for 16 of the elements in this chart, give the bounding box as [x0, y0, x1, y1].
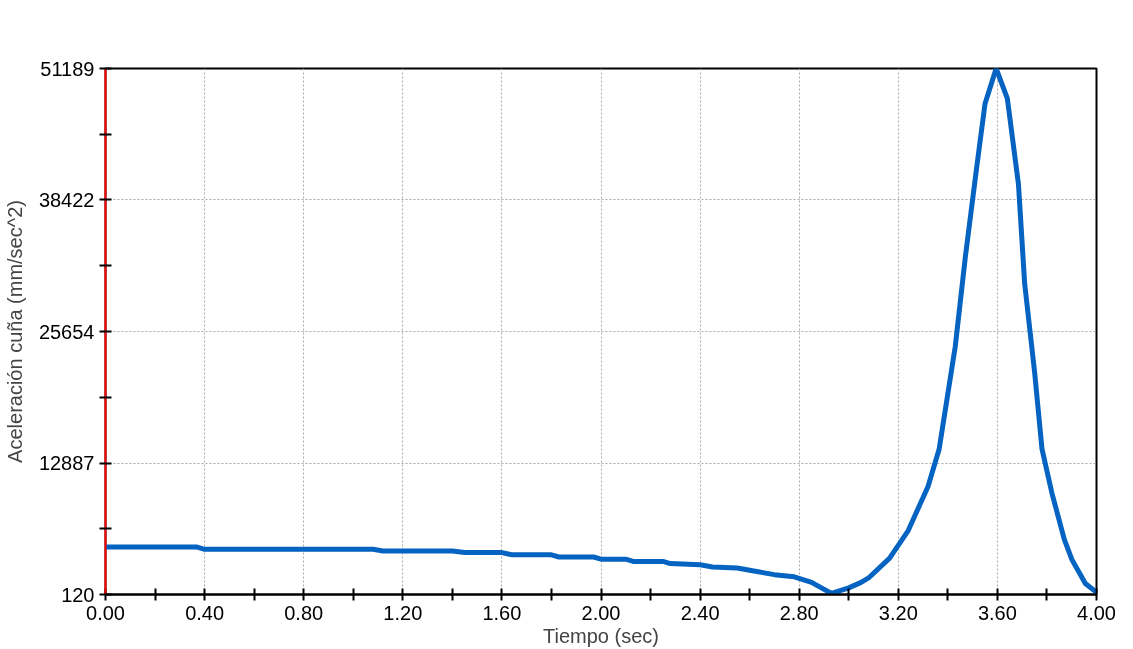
x-axis-title: Tiempo (sec): [543, 624, 659, 647]
x-tick-label: 1.60: [482, 601, 522, 624]
y-tick-label: 12887: [38, 452, 95, 474]
x-tick-label: 0.40: [185, 601, 225, 624]
x-tick-label: 2.80: [779, 601, 819, 624]
x-tick-label: 3.20: [878, 601, 918, 624]
y-axis-title: Aceleración cuña (mm/sec^2): [3, 200, 26, 463]
y-tick-label: 25654: [38, 320, 95, 343]
x-tick-label: 4.00: [1077, 601, 1116, 624]
x-tick-label: 2.00: [581, 601, 621, 624]
y-tick-label: 38422: [38, 189, 95, 211]
y-tick-label: 51189: [40, 57, 95, 80]
x-tick-label: 2.40: [680, 601, 720, 624]
x-tick-label: 0.80: [284, 601, 324, 624]
x-tick-label: 1.20: [383, 601, 423, 624]
x-tick-label: 3.60: [977, 601, 1017, 624]
